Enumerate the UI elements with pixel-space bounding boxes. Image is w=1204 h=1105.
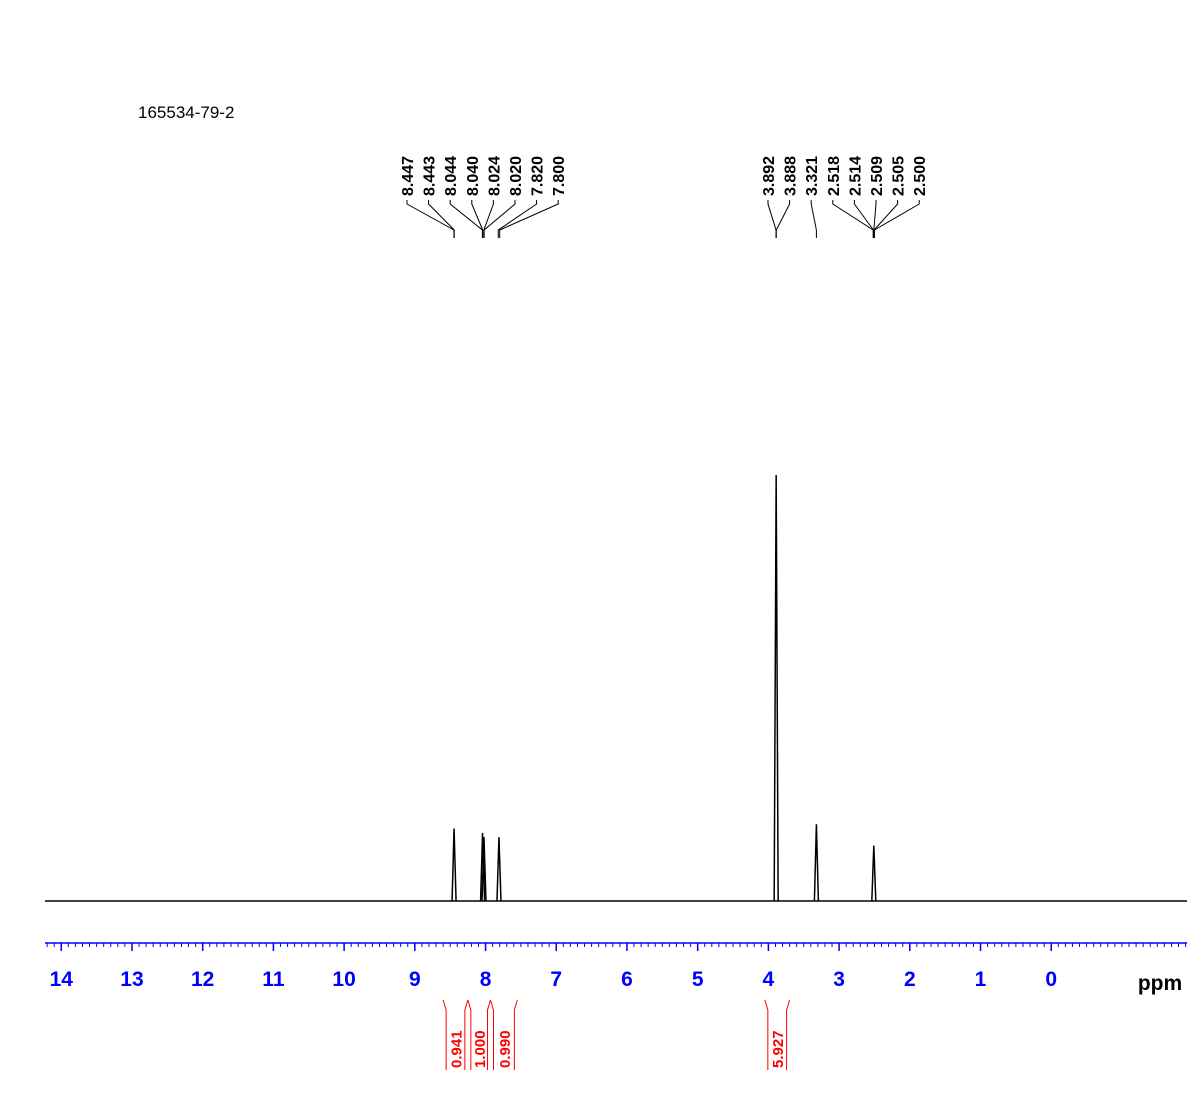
peak-label: 2.500: [912, 156, 929, 196]
peak: [481, 837, 487, 902]
peak-label: 7.820: [530, 156, 547, 196]
x-tick-label: 4: [763, 968, 775, 991]
peak-label: 8.024: [486, 156, 503, 196]
x-axis-label: ppm: [1138, 972, 1182, 995]
peak-label: 8.443: [422, 156, 439, 196]
peak-label: 2.505: [891, 156, 908, 196]
peak-label: 3.888: [783, 156, 800, 196]
integral-label: 0.990: [497, 1030, 514, 1068]
peak-connector: [767, 200, 777, 238]
x-tick-label: 14: [50, 968, 74, 991]
peak-connector: [428, 200, 455, 238]
peak: [773, 474, 779, 902]
x-tick-label: 7: [550, 968, 562, 991]
peak-connector: [873, 200, 920, 238]
peak-label: 8.040: [465, 156, 482, 196]
x-tick-label: 11: [262, 968, 285, 991]
peak-connector: [853, 200, 874, 238]
integral-bracket: [442, 999, 469, 1070]
peak-connector: [810, 200, 817, 238]
peak-connector: [775, 200, 791, 238]
x-tick-label: 3: [833, 968, 845, 991]
integral-bracket: [467, 999, 491, 1070]
peak: [479, 832, 486, 902]
peak-connector: [832, 200, 874, 238]
peak-connector: [483, 200, 516, 238]
integral-bracket: [764, 999, 791, 1070]
x-tick-label: 12: [191, 968, 214, 991]
peak-connector: [471, 200, 484, 238]
peak-connector: [483, 200, 494, 238]
integral-label: 0.941: [448, 1030, 465, 1068]
peak-label: 8.447: [400, 156, 417, 196]
peak-label: 7.800: [551, 156, 568, 196]
peak: [451, 828, 457, 902]
peak: [871, 845, 877, 902]
peak-label: 2.509: [869, 156, 886, 196]
x-tick-label: 8: [480, 968, 492, 991]
peak-label: 8.020: [508, 156, 525, 196]
x-tick-label: 13: [120, 968, 143, 991]
peak-connector: [499, 200, 559, 238]
x-tick-label: 0: [1045, 968, 1057, 991]
peak-label: 3.321: [804, 156, 821, 196]
integral-bracket: [490, 999, 518, 1070]
x-tick-label: 9: [409, 968, 421, 991]
peak-label: 2.518: [826, 156, 843, 196]
x-tick-label: 6: [621, 968, 633, 991]
integral-label: 5.927: [770, 1030, 787, 1068]
x-tick-label: 5: [692, 968, 704, 991]
x-tick-label: 10: [332, 968, 355, 991]
peak-label: 3.892: [761, 156, 778, 196]
x-tick-label: 1: [975, 968, 987, 991]
peak-label: 8.044: [443, 156, 460, 196]
peak-connector: [497, 200, 538, 238]
x-tick-label: 2: [904, 968, 916, 991]
integral-label: 1.000: [472, 1030, 489, 1068]
peak-label: 2.514: [847, 156, 864, 196]
chart-title: 165534-79-2: [138, 103, 234, 122]
peak: [496, 837, 502, 902]
peak: [813, 824, 820, 902]
